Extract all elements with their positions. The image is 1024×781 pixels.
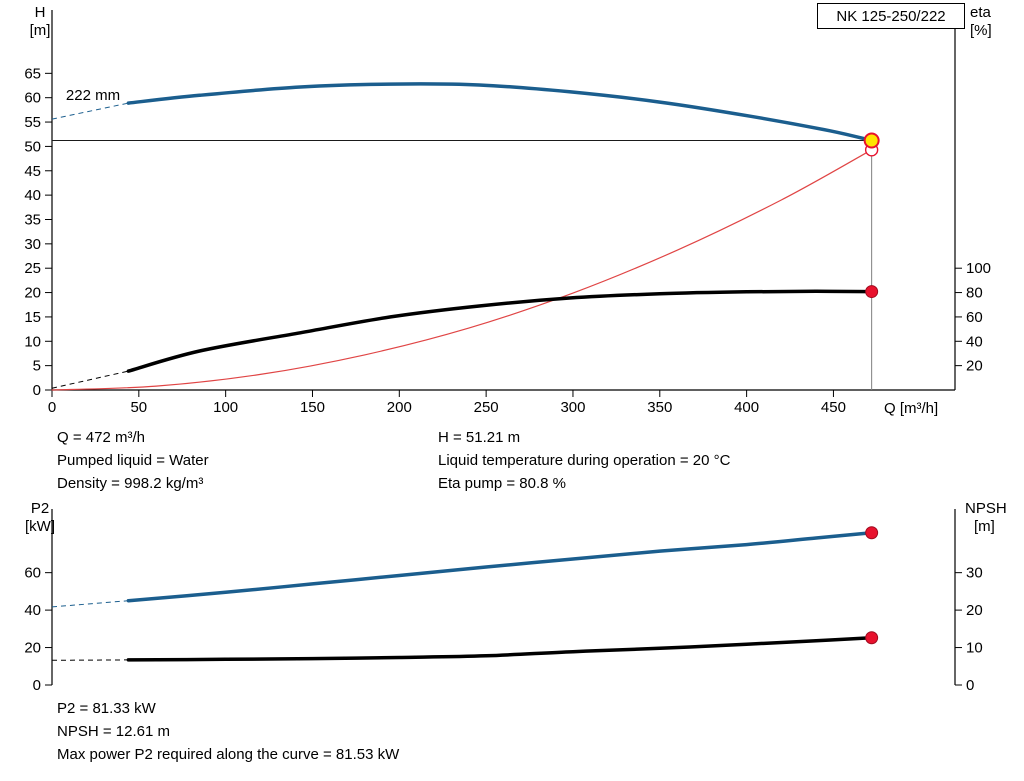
npsh-axis-unit: [m] — [974, 518, 995, 535]
h-axis-label: H [m] — [22, 4, 58, 40]
y-right-tick-label: 0 — [966, 677, 974, 694]
p2-npsh-chart[interactable]: 0 20 40 60 0 10 20 30 — [0, 497, 1024, 697]
y-right-tick-label: 20 — [966, 358, 983, 375]
qh-eta-chart[interactable]: 0 50 100 150 200 250 300 350 400 450 0 5 10 15 20 25 30 3… — [0, 0, 1024, 420]
y-left-tick-label: 10 — [24, 333, 41, 350]
x-tick-label: 200 — [387, 399, 412, 416]
y-left-tick-label: 60 — [24, 565, 41, 582]
p2-curve-end-marker — [865, 526, 879, 540]
y-left-tick-label: 35 — [24, 211, 41, 228]
y-left-tick-label: 55 — [24, 114, 41, 131]
pump-type-label: NK 125-250/222 — [836, 7, 946, 25]
y-left-tick-label: 40 — [24, 187, 41, 204]
npsh-axis-label: NPSH [m] — [965, 500, 1007, 536]
p2-curve — [126, 530, 874, 603]
y-left-tick-label: 40 — [24, 602, 41, 619]
x-tick-label: 250 — [474, 399, 499, 416]
x-tick-label: 50 — [130, 399, 147, 416]
eta-axis-label: eta [%] — [970, 4, 992, 40]
q-axis-label: Q [m³/h] — [884, 400, 939, 417]
eta-axis-unit: [%] — [970, 22, 992, 39]
head-curve — [126, 82, 874, 143]
y-right-tick-label: 10 — [966, 640, 983, 657]
x-tick-label: 0 — [48, 399, 56, 416]
y-right-tick-label: 20 — [966, 602, 983, 619]
y-left-tick-label: 15 — [24, 309, 41, 326]
h-axis-unit: [m] — [29, 22, 51, 39]
p2-axis-unit: [kW] — [25, 518, 55, 535]
system-curve — [51, 149, 873, 391]
x-tick-label: 450 — [821, 399, 846, 416]
y-left-tick-label: 30 — [24, 236, 41, 253]
npsh-curve-end-marker — [865, 631, 879, 645]
y-left-tick-label: 0 — [33, 677, 41, 694]
info-liquid: Pumped liquid = Water — [57, 452, 209, 469]
efficiency-curve-extrapolation — [51, 370, 129, 389]
x-tick-label: 150 — [300, 399, 325, 416]
eta-axis-name: eta — [970, 4, 991, 21]
p2-axis-label: P2 [kW] — [18, 500, 62, 536]
info-npsh: NPSH = 12.61 m — [57, 723, 170, 740]
info-head: H = 51.21 m — [438, 429, 521, 446]
y-left-tick-label: 50 — [24, 138, 41, 155]
y-left-tick-label: 65 — [24, 65, 41, 82]
x-tick-label: 350 — [647, 399, 672, 416]
info-p2: P2 = 81.33 kW — [57, 700, 156, 717]
x-tick-label: 400 — [734, 399, 759, 416]
npsh-curve — [126, 636, 874, 662]
duty-point-marker[interactable] — [863, 132, 880, 149]
x-tick-label: 300 — [560, 399, 585, 416]
y-right-tick-label: 100 — [966, 260, 991, 277]
y-left-tick-label: 5 — [33, 358, 41, 375]
y-left-tick-label: 60 — [24, 90, 41, 107]
info-max-power: Max power P2 required along the curve = … — [57, 746, 400, 763]
p2-curve-extrapolation — [51, 600, 129, 608]
h-axis-name: H — [34, 4, 46, 21]
eta-end-marker — [865, 285, 879, 299]
y-right-tick-label: 60 — [966, 309, 983, 326]
x-tick-label: 100 — [213, 399, 238, 416]
y-left-tick-label: 0 — [33, 382, 41, 399]
y-right-tick-label: 40 — [966, 333, 983, 350]
head-curve-extrapolation — [51, 102, 129, 120]
info-flow: Q = 472 m³/h — [57, 429, 145, 446]
efficiency-curve — [126, 289, 874, 373]
y-left-tick-label: 45 — [24, 163, 41, 180]
y-left-tick-label: 20 — [24, 640, 41, 657]
npsh-axis-name: NPSH — [965, 500, 1007, 517]
info-eta-pump: Eta pump = 80.8 % — [438, 475, 566, 492]
y-right-tick-label: 30 — [966, 565, 983, 582]
y-right-tick-label: 80 — [966, 285, 983, 302]
info-temperature: Liquid temperature during operation = 20… — [438, 452, 731, 469]
info-density: Density = 998.2 kg/m³ — [57, 475, 204, 492]
pump-type-box: NK 125-250/222 — [817, 3, 965, 29]
y-left-tick-label: 20 — [24, 285, 41, 302]
y-left-tick-label: 25 — [24, 260, 41, 277]
p2-axis-name: P2 — [30, 500, 50, 517]
impeller-diameter-label: 222 mm — [66, 87, 120, 104]
